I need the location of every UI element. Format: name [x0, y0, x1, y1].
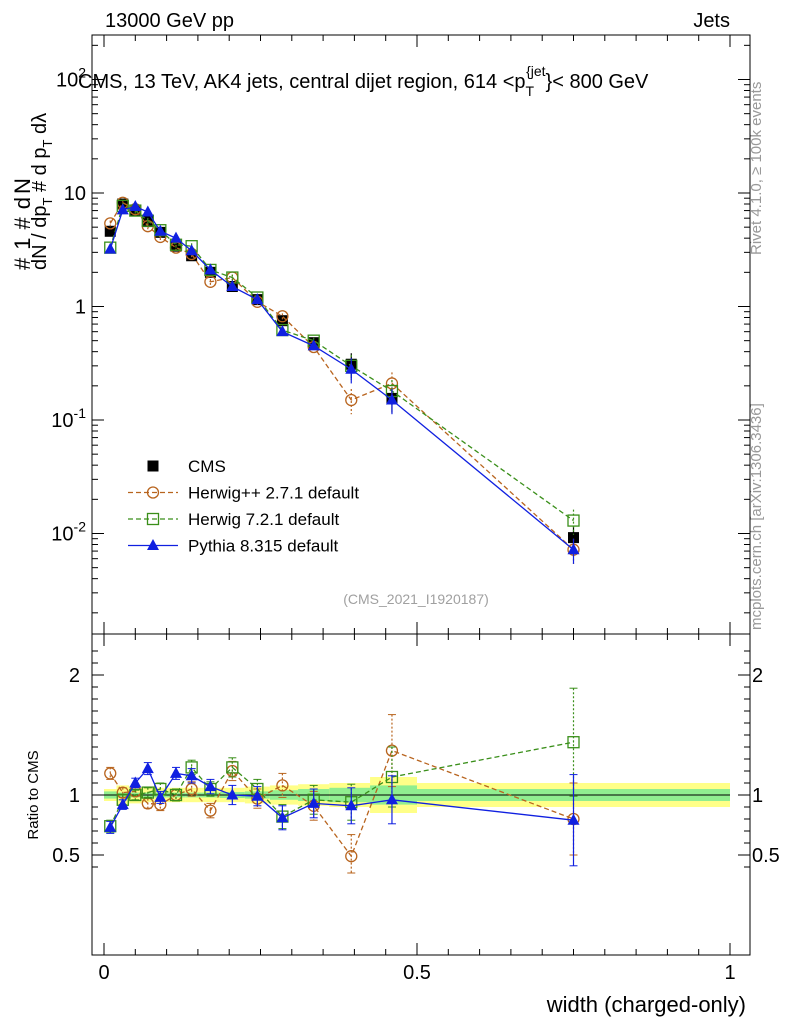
main-point-pythia — [116, 203, 129, 215]
analysis-watermark: (CMS_2021_I1920187) — [343, 591, 489, 607]
ratio-point-pythia — [129, 776, 142, 788]
ratio-point-pythia — [385, 793, 398, 805]
main-ytick-label: 10 — [64, 183, 86, 205]
ratio-xtick-label: 0 — [98, 962, 109, 984]
main-point-pythia — [129, 200, 142, 212]
main-ytick-label: 10-2 — [51, 519, 86, 546]
main-point-pythia — [276, 325, 289, 337]
main-point-herwigpp — [104, 217, 117, 230]
main-point-pythia — [251, 293, 264, 305]
main-point-pythia — [345, 362, 358, 374]
legend-entry-herwigpp: Herwig++ 2.7.1 default — [128, 484, 359, 503]
main-point-cms — [104, 225, 116, 237]
ratio-point-herwig7 — [129, 788, 142, 802]
main-point-pythia — [567, 543, 580, 555]
mcplots-label: mcplots.cern.ch [arXiv:1306.3436] — [748, 403, 765, 630]
main-ylabel: #1#dN dN / dpT # d pT dλ — [10, 113, 55, 270]
ratio-point-herwig7 — [169, 788, 183, 802]
main-point-pythia — [307, 339, 320, 351]
ratio-point-herwigpp — [276, 779, 289, 792]
legend-marker-pythia — [147, 539, 159, 550]
plot-title: CMS, 13 TeV, AK4 jets, central dijet reg… — [78, 63, 649, 99]
ratio-xtick-label: 0.5 — [403, 962, 431, 984]
ratio-ytick-label-right: 1 — [752, 785, 763, 807]
ratio-point-pythia — [567, 813, 580, 825]
ratio-point-pythia — [104, 820, 117, 832]
main-point-cms — [276, 315, 288, 327]
main-point-pythia — [226, 280, 239, 292]
title-suffix: }< 800 GeV — [546, 71, 650, 93]
header-left: 13000 GeV pp — [105, 10, 234, 32]
ratio-point-pythia — [141, 762, 154, 774]
ratio-point-pythia — [204, 780, 217, 792]
main-point-cms — [568, 532, 579, 544]
ratio-point-pythia — [226, 788, 239, 800]
rivet-version-label: Rivet 4.1.0, ≥ 100k events — [748, 82, 765, 255]
series-layer — [104, 196, 580, 874]
title-sub: T — [526, 83, 535, 99]
ratio-ytick-label: 1 — [69, 785, 80, 807]
legend-entry-herwig7: Herwig 7.2.1 default — [128, 510, 339, 529]
header-right: Jets — [693, 10, 730, 32]
ratio-point-pythia — [345, 799, 358, 811]
main-point-pythia — [169, 231, 182, 243]
ratio-point-pythia — [307, 796, 320, 808]
ratio-ytick-label: 2 — [69, 665, 80, 687]
ratio-point-herwigpp — [204, 804, 217, 817]
ratio-point-pythia — [169, 766, 182, 778]
x-axis-label: width (charged-only) — [546, 992, 746, 1017]
legend-entry-pythia: Pythia 8.315 default — [128, 537, 339, 556]
legend-marker-herwigpp — [146, 486, 160, 499]
ratio-point-pythia — [276, 811, 289, 823]
ratio-series-herwig7 — [104, 687, 580, 833]
ratio-point-pythia — [251, 789, 264, 801]
legend-label-cms: CMS — [188, 457, 226, 476]
ratio-point-herwig7 — [567, 736, 580, 749]
main-ytick-label: 1 — [75, 297, 86, 319]
axes-layer: 10-2 10-1 1 10 102 0 0.5 1 0.5 0.5 1 1 2 2 — [51, 34, 780, 984]
ratio-xtick-label: 1 — [724, 962, 735, 984]
legend-label-herwig7: Herwig 7.2.1 default — [188, 510, 339, 529]
ratio-ytick-label-right: 2 — [752, 665, 763, 687]
legend: CMS Herwig++ 2.7.1 default Herwig 7.2.1 de… — [128, 457, 359, 556]
legend-entry-cms: CMS — [147, 457, 226, 476]
svg-text:#1#dN: #1#dN — [10, 178, 35, 270]
ratio-point-herwig7 — [141, 786, 154, 799]
ratio-uncertainty-bands — [104, 777, 730, 813]
ratio-point-pythia — [116, 798, 129, 810]
main-point-herwigpp — [345, 393, 358, 407]
ratio-point-pythia — [154, 790, 167, 802]
legend-label-pythia: Pythia 8.315 default — [188, 537, 339, 556]
main-point-herwig7 — [567, 514, 580, 527]
ratio-series-pythia — [104, 762, 580, 867]
title-sup: {jet — [526, 63, 546, 79]
ratio-ytick-label-right: 0.5 — [752, 845, 780, 867]
ratio-ytick-label: 0.5 — [52, 845, 80, 867]
main-point-pythia — [141, 205, 154, 217]
main-point-herwigpp — [276, 310, 289, 323]
main-series-herwigpp — [104, 196, 580, 564]
svg-text:dN / dpT # d pT dλ: dN / dpT # d pT dλ — [29, 113, 55, 270]
main-ytick-label: 10-1 — [51, 405, 86, 432]
legend-label-herwigpp: Herwig++ 2.7.1 default — [188, 484, 359, 503]
main-line-herwigpp — [109, 201, 574, 551]
ratio-point-herwigpp — [345, 850, 358, 863]
legend-marker-cms — [147, 460, 159, 472]
ratio-ylabel: Ratio to CMS — [25, 750, 42, 839]
ratio-point-herwig7 — [226, 761, 239, 774]
main-point-herwigpp — [204, 275, 217, 288]
ratio-point-pythia — [185, 769, 198, 781]
main-point-pythia — [154, 224, 167, 236]
title-prefix: CMS, 13 TeV, AK4 jets, central dijet reg… — [78, 71, 526, 93]
main-point-pythia — [204, 263, 217, 275]
main-point-pythia — [104, 242, 117, 254]
main-series-pythia — [104, 200, 580, 564]
main-point-cms — [142, 216, 154, 228]
ratio-point-herwigpp — [104, 767, 117, 780]
legend-marker-herwig7 — [146, 512, 160, 526]
main-point-pythia — [185, 244, 198, 256]
main-ytick-label: 102 — [56, 65, 86, 92]
main-point-pythia — [385, 393, 398, 405]
